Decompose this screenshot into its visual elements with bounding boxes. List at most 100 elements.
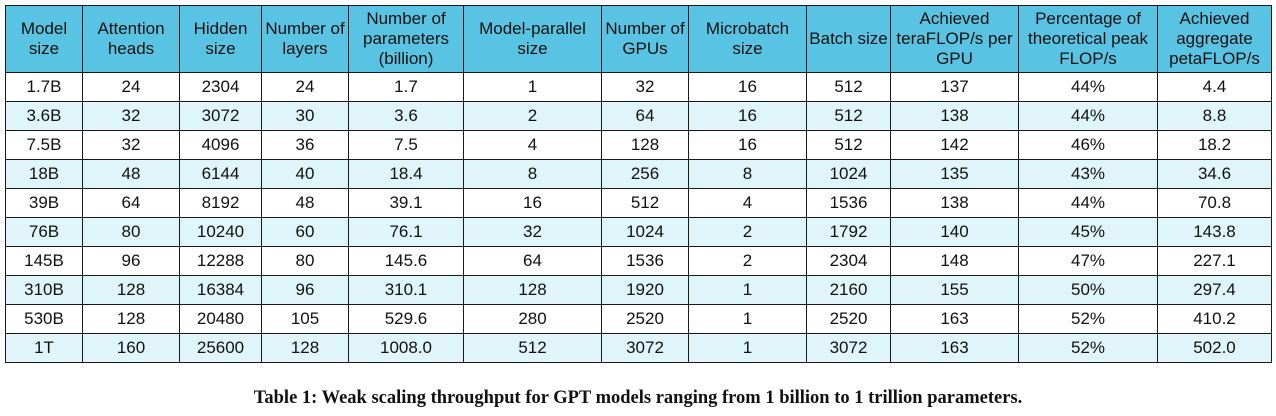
table-cell: 10240 [179, 217, 262, 247]
table-cell: 18.4 [348, 159, 464, 189]
table-cell: 16 [463, 188, 602, 218]
table-cell: 4 [463, 130, 602, 160]
table-cell: 44% [1018, 72, 1158, 102]
table-cell: 1008.0 [348, 333, 464, 363]
table-cell: 70.8 [1157, 188, 1272, 218]
table-cell: 12288 [179, 246, 262, 276]
table-caption: Table 1: Weak scaling throughput for GPT… [253, 388, 1023, 408]
header-number-of-parameters: Number of parameters (billion) [348, 5, 464, 73]
header-row: Model size Attention heads Hidden size N… [5, 5, 1272, 73]
table-cell: 48 [261, 188, 349, 218]
table-cell: 2520 [806, 304, 891, 334]
table-cell: 8192 [179, 188, 262, 218]
table-cell: 163 [890, 304, 1019, 334]
table-cell: 1536 [806, 188, 891, 218]
table-cell: 4 [688, 188, 807, 218]
table-cell: 227.1 [1157, 246, 1272, 276]
table-cell: 24 [261, 72, 349, 102]
header-aggregate-petaflops: Achieved aggregate petaFLOP/s [1157, 5, 1272, 73]
table-row: 7.5B 32 4096 36 7.5 4 128 16 512 142 46% 18.2 [5, 130, 1272, 160]
table-cell: 50% [1018, 275, 1158, 305]
table-cell: 18B [5, 159, 83, 189]
table-cell: 145B [5, 246, 83, 276]
table-cell: 18.2 [1157, 130, 1272, 160]
table-cell: 3.6B [5, 101, 83, 131]
table-cell: 39B [5, 188, 83, 218]
table-cell: 52% [1018, 333, 1158, 363]
table-cell: 297.4 [1157, 275, 1272, 305]
table-cell: 1536 [601, 246, 689, 276]
table-header: Model size Attention heads Hidden size N… [5, 5, 1272, 73]
table-row: 145B 96 12288 80 145.6 64 1536 2 2304 148 47% 227.1 [5, 246, 1272, 276]
table-cell: 310B [5, 275, 83, 305]
table-cell: 60 [261, 217, 349, 247]
table-cell: 512 [806, 72, 891, 102]
table-cell: 142 [890, 130, 1019, 160]
table-cell: 1 [688, 304, 807, 334]
table-cell: 96 [82, 246, 180, 276]
table-cell: 8 [463, 159, 602, 189]
table-cell: 64 [601, 101, 689, 131]
table-cell: 128 [82, 275, 180, 305]
table-cell: 138 [890, 101, 1019, 131]
table-cell: 160 [82, 333, 180, 363]
table-cell: 137 [890, 72, 1019, 102]
table-cell: 135 [890, 159, 1019, 189]
table-cell: 47% [1018, 246, 1158, 276]
table-cell: 43% [1018, 159, 1158, 189]
table-cell: 16 [688, 130, 807, 160]
table-cell: 8.8 [1157, 101, 1272, 131]
table-cell: 80 [261, 246, 349, 276]
table-cell: 7.5B [5, 130, 83, 160]
table-cell: 163 [890, 333, 1019, 363]
table-cell: 40 [261, 159, 349, 189]
table-cell: 39.1 [348, 188, 464, 218]
table-cell: 128 [463, 275, 602, 305]
table-cell: 512 [806, 101, 891, 131]
table-cell: 530B [5, 304, 83, 334]
table-cell: 45% [1018, 217, 1158, 247]
table-cell: 2304 [179, 72, 262, 102]
table-cell: 310.1 [348, 275, 464, 305]
table-cell: 143.8 [1157, 217, 1272, 247]
table-cell: 105 [261, 304, 349, 334]
header-batch-size: Batch size [806, 5, 891, 73]
results-table-container: Model size Attention heads Hidden size N… [5, 5, 1272, 363]
table-cell: 96 [261, 275, 349, 305]
table-cell: 138 [890, 188, 1019, 218]
table-cell: 128 [261, 333, 349, 363]
table-cell: 128 [601, 130, 689, 160]
table-cell: 3072 [806, 333, 891, 363]
table-cell: 512 [463, 333, 602, 363]
table-cell: 64 [463, 246, 602, 276]
table-cell: 3072 [601, 333, 689, 363]
table-cell: 34.6 [1157, 159, 1272, 189]
table-cell: 32 [463, 217, 602, 247]
table-cell: 155 [890, 275, 1019, 305]
table-row: 18B 48 6144 40 18.4 8 256 8 1024 135 43% 34.6 [5, 159, 1272, 189]
table-cell: 140 [890, 217, 1019, 247]
table-cell: 44% [1018, 188, 1158, 218]
table-cell: 128 [82, 304, 180, 334]
table-cell: 30 [261, 101, 349, 131]
table-cell: 512 [806, 130, 891, 160]
table-cell: 1024 [601, 217, 689, 247]
table-cell: 44% [1018, 101, 1158, 131]
table-cell: 48 [82, 159, 180, 189]
header-number-of-gpus: Number of GPUs [601, 5, 689, 73]
table-cell: 2304 [806, 246, 891, 276]
table-cell: 148 [890, 246, 1019, 276]
header-percentage-peak: Percentage of theoretical peak FLOP/s [1018, 5, 1158, 73]
table-cell: 24 [82, 72, 180, 102]
table-row: 1T 160 25600 128 1008.0 512 3072 1 3072 163 52% 502… [5, 333, 1272, 363]
table-cell: 36 [261, 130, 349, 160]
header-model-size: Model size [5, 5, 83, 73]
table-cell: 4096 [179, 130, 262, 160]
table-cell: 1 [688, 275, 807, 305]
header-hidden-size: Hidden size [179, 5, 262, 73]
table-cell: 4.4 [1157, 72, 1272, 102]
table-cell: 502.0 [1157, 333, 1272, 363]
table-cell: 64 [82, 188, 180, 218]
table-cell: 1 [463, 72, 602, 102]
table-cell: 32 [601, 72, 689, 102]
